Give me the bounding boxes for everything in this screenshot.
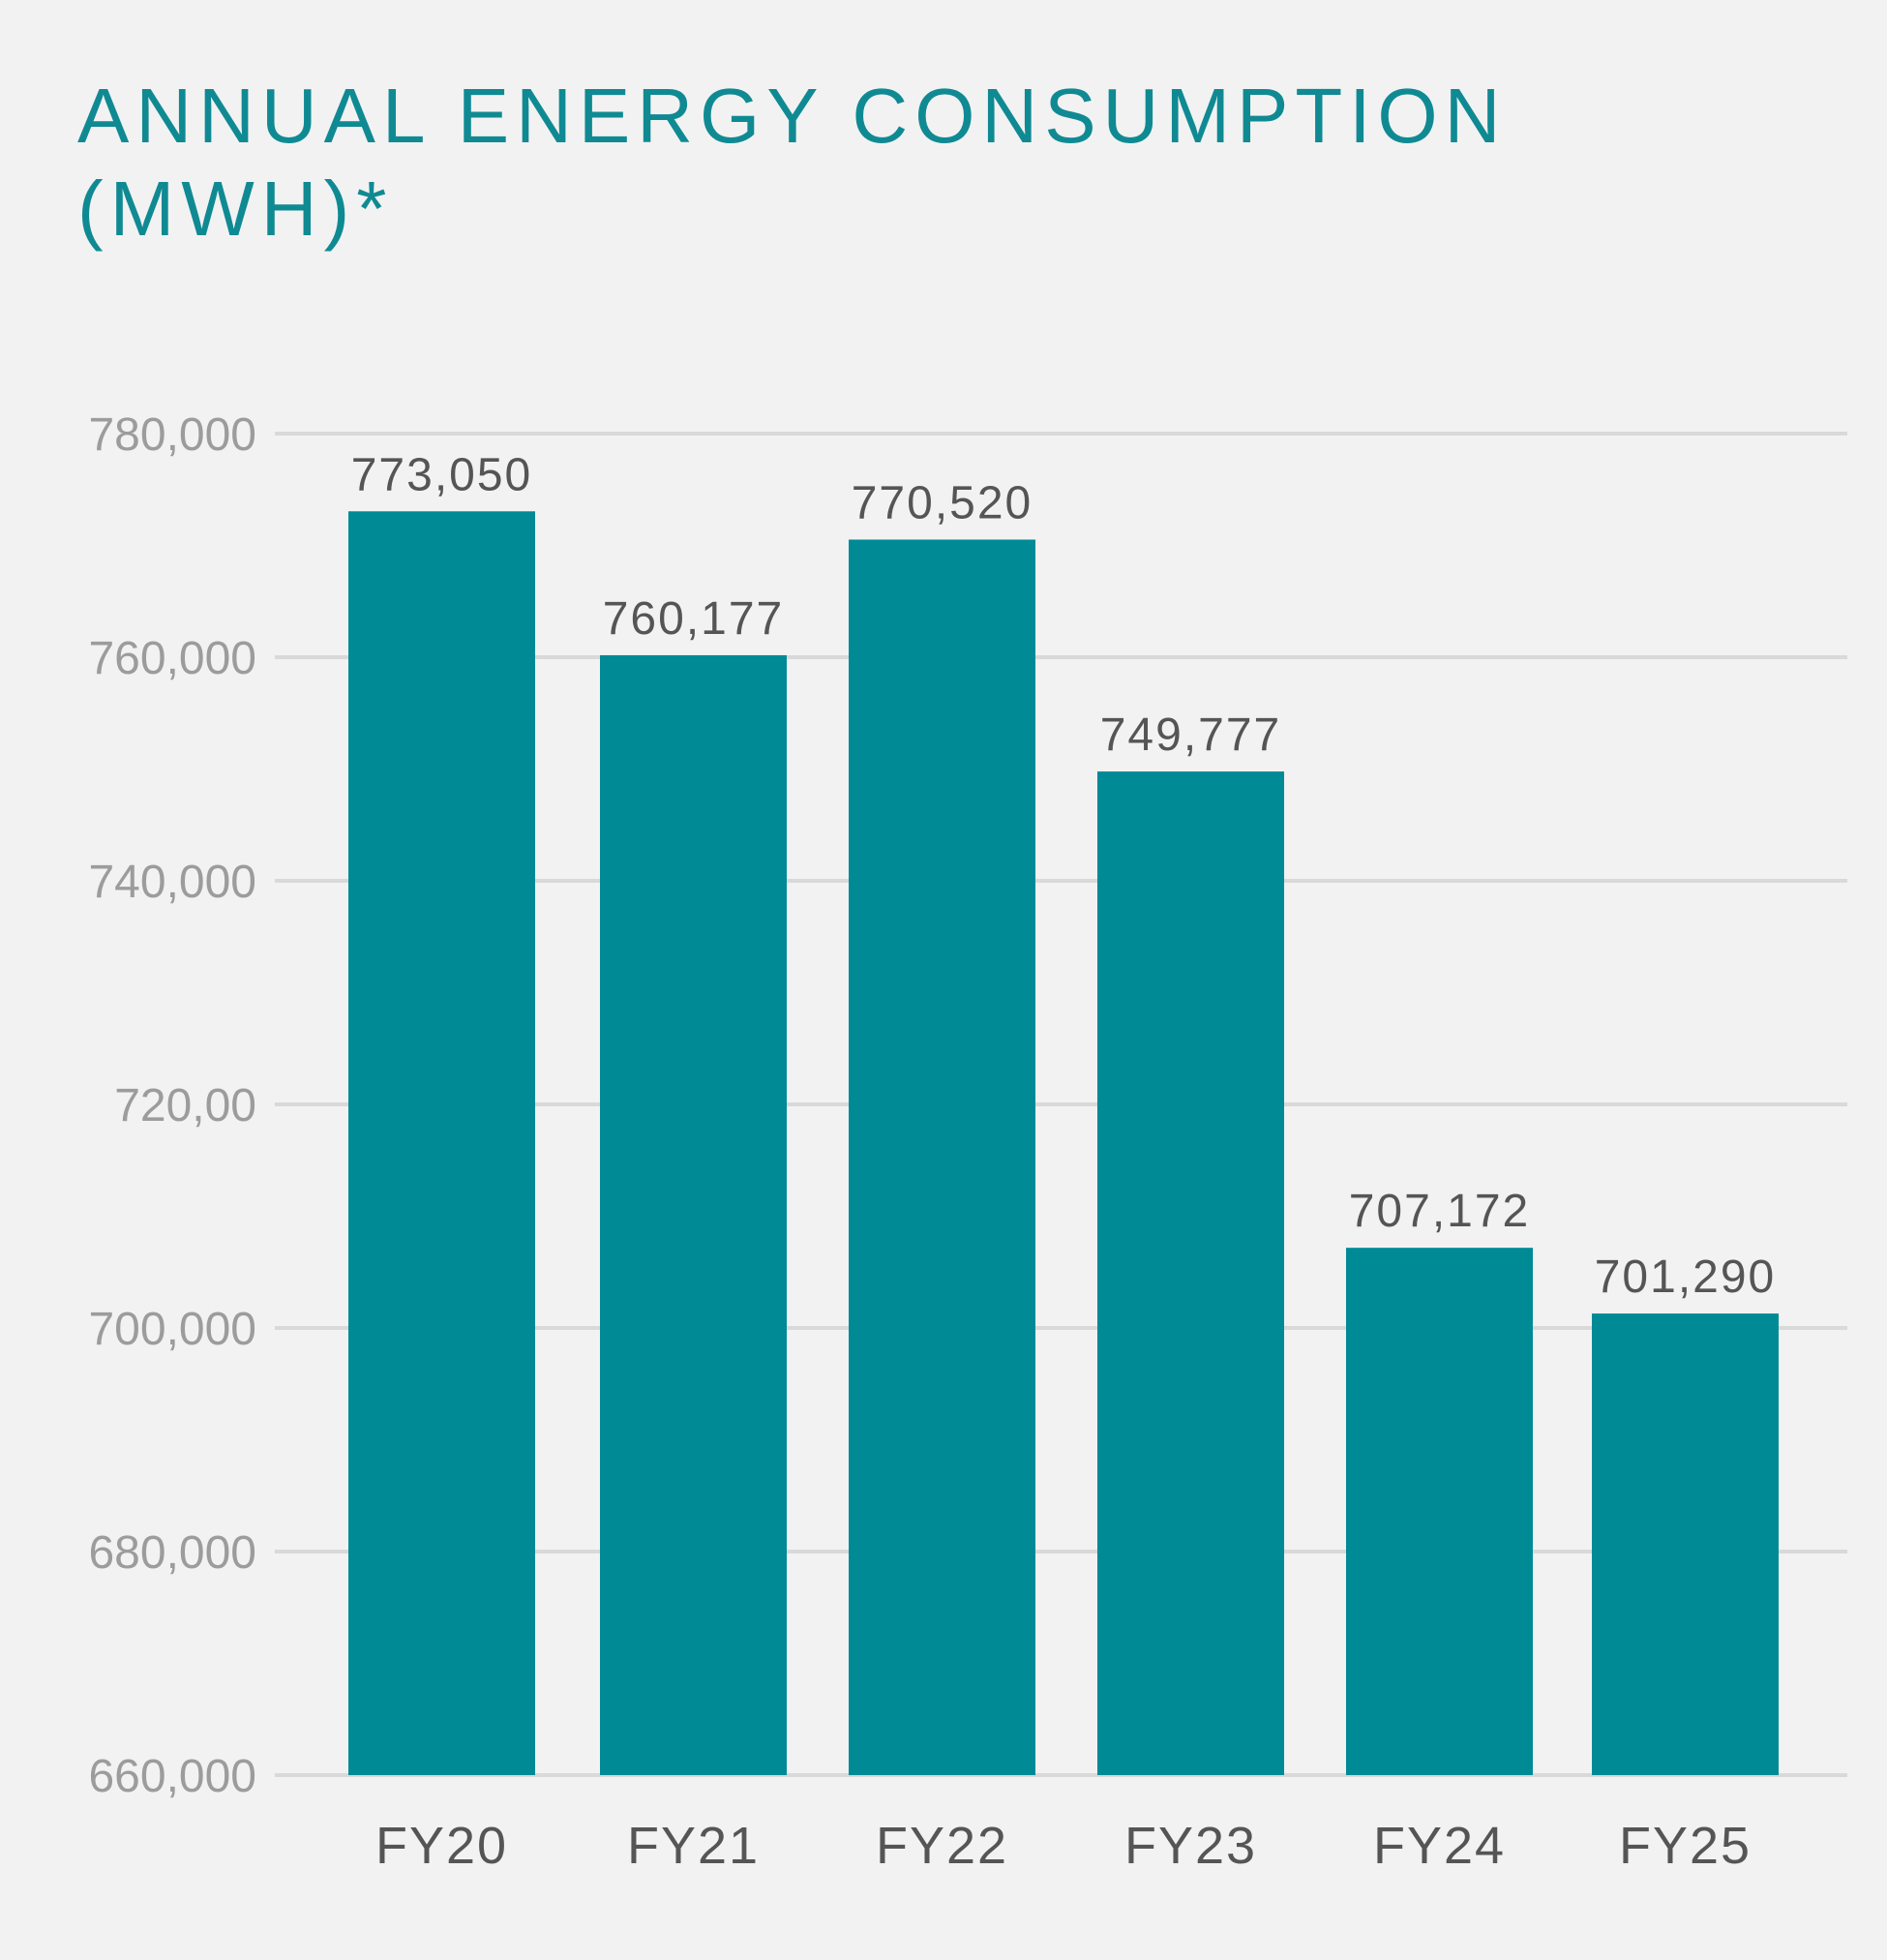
chart-title: ANNUAL ENERGY CONSUMPTION (MWH)*: [77, 70, 1529, 256]
y-tick-label: 660,000: [88, 1751, 256, 1802]
y-tick-label: 780,000: [88, 409, 256, 461]
chart-title-line-2: (MWH)*: [77, 166, 394, 252]
x-tick-label: FY25: [1619, 1817, 1752, 1875]
chart-title-line-1: ANNUAL ENERGY CONSUMPTION: [77, 73, 1508, 159]
y-tick-label: 720,00: [114, 1080, 256, 1131]
bar-fy24: [1346, 1248, 1533, 1775]
x-tick-label: FY20: [375, 1817, 508, 1875]
bar-fy20: [348, 511, 535, 1776]
bar-fy23: [1097, 771, 1284, 1775]
y-tick-label: 740,000: [88, 857, 256, 908]
y-tick-label: 700,000: [88, 1304, 256, 1355]
bar-fy22: [849, 539, 1035, 1775]
value-label: 760,177: [603, 593, 785, 645]
value-label: 701,290: [1595, 1251, 1777, 1303]
x-tick-label: FY23: [1124, 1817, 1257, 1875]
y-tick-label: 760,000: [88, 633, 256, 684]
x-tick-label: FY24: [1373, 1817, 1506, 1875]
x-tick-label: FY22: [876, 1817, 1008, 1875]
value-label: 707,172: [1349, 1186, 1531, 1237]
value-label: 773,050: [351, 449, 533, 500]
bar-fy21: [600, 654, 787, 1776]
x-tick-label: FY21: [627, 1817, 760, 1875]
bar-fy25: [1592, 1313, 1779, 1775]
y-tick-label: 680,000: [88, 1527, 256, 1579]
value-label: 749,777: [1100, 709, 1282, 761]
value-label: 770,520: [852, 477, 1033, 528]
